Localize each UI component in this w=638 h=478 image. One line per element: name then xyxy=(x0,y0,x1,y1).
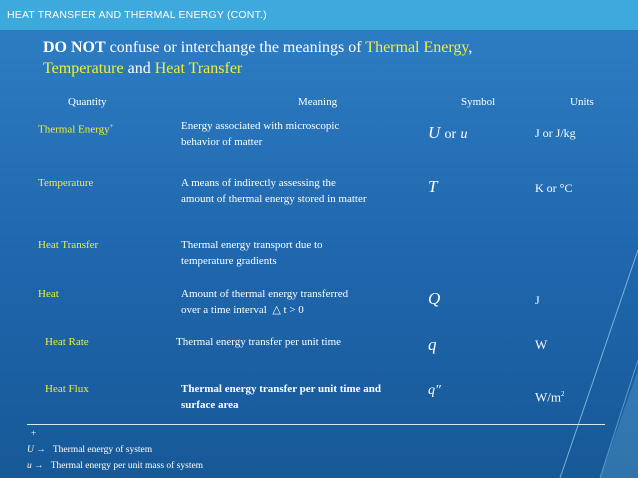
and-text: and xyxy=(123,60,155,77)
footnote-2-symbol: u xyxy=(27,461,32,471)
quantity-thermal-energy: Thermal Energy xyxy=(38,123,110,136)
footnote-1-symbol: U xyxy=(27,445,34,455)
meaning-temperature: A means of indirectly assessing the amou… xyxy=(181,177,367,205)
header-bar: HEAT TRANSFER AND THERMAL ENERGY (CONT.) xyxy=(0,0,638,30)
plus-marker: + xyxy=(109,122,114,130)
quantity-heat-transfer: Heat Transfer xyxy=(38,239,99,251)
header-meaning: Meaning xyxy=(298,96,338,108)
delta-t-expression: △ t > 0 xyxy=(272,304,304,316)
quantity-temperature: Temperature xyxy=(38,177,94,189)
meaning-heat-line2: over a time interval xyxy=(181,304,267,316)
comma-text: , xyxy=(468,39,473,56)
symbol-U: U xyxy=(428,123,441,142)
intro-text: DO NOT confuse or interchange the meanin… xyxy=(43,37,603,79)
quantity-heat: Heat xyxy=(38,288,59,300)
units-heat-flux-exp: 2 xyxy=(561,390,565,398)
quantity-heat-flux: Heat Flux xyxy=(45,383,89,395)
quantity-heat-rate: Heat Rate xyxy=(45,336,89,348)
footnote-2: u → Thermal energy per unit mass of syst… xyxy=(27,461,203,471)
symbol-heat-flux: q″ xyxy=(428,383,441,398)
do-not-text: DO NOT xyxy=(43,39,106,56)
header-units: Units xyxy=(570,96,594,108)
table-row-thermal-energy: Thermal Energy+ xyxy=(38,118,114,138)
header-symbol: Symbol xyxy=(461,96,496,108)
heat-transfer-term: Heat Transfer xyxy=(154,60,243,77)
units-thermal-energy: J or J/kg xyxy=(535,126,576,140)
units-heat-flux-base: W/m xyxy=(535,389,561,405)
footnote-2-text: Thermal energy per unit mass of system xyxy=(50,461,204,471)
units-temperature: K or °C xyxy=(535,181,573,195)
temperature-term: Temperature xyxy=(43,60,124,77)
symbol-temperature: T xyxy=(428,177,438,196)
meaning-heat-flux: Thermal energy transfer per unit time an… xyxy=(181,383,382,411)
thermal-energy-term: Thermal Energy xyxy=(365,39,469,56)
slide-title: HEAT TRANSFER AND THERMAL ENERGY (CONT.) xyxy=(7,9,267,21)
symbol-heat: Q xyxy=(428,289,441,308)
units-heat: J xyxy=(535,293,540,307)
symbol-or: or xyxy=(444,127,457,142)
intro-text-1: confuse or interchange the meanings of xyxy=(105,39,366,56)
meaning-heat-line1: Amount of thermal energy transferred xyxy=(181,288,349,300)
meaning-heat-rate: Thermal energy transfer per unit time xyxy=(176,336,342,348)
symbol-u: u xyxy=(460,127,468,142)
divider-line xyxy=(27,424,605,425)
meaning-heat-transfer: Thermal energy transport due to temperat… xyxy=(181,239,323,267)
units-heat-rate: W xyxy=(535,337,548,352)
arrow-icon: → xyxy=(36,445,46,455)
header-quantity: Quantity xyxy=(68,96,107,108)
footnote-marker: + xyxy=(31,429,37,439)
meaning-thermal-energy: Energy associated with microscopic behav… xyxy=(181,120,340,148)
symbol-thermal-energy: U or u xyxy=(428,123,467,143)
footnote-1: U → Thermal energy of system xyxy=(27,445,152,455)
arrow-icon: → xyxy=(34,461,44,471)
footnote-1-text: Thermal energy of system xyxy=(52,445,153,455)
symbol-heat-rate: q xyxy=(428,335,437,354)
units-heat-flux: W/m2 xyxy=(535,386,565,405)
meaning-heat: Amount of thermal energy transferred ove… xyxy=(181,286,391,318)
